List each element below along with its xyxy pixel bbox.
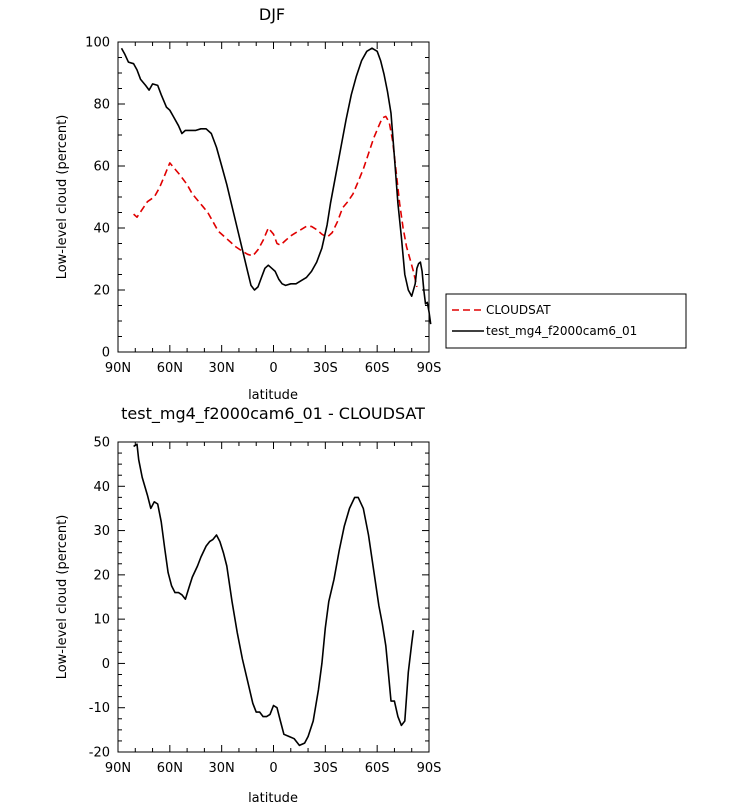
x-tick-label: 60N: [157, 361, 183, 376]
series-layer: [133, 443, 415, 747]
x-tick-label: 60S: [365, 761, 390, 776]
y-tick-label: 50: [93, 436, 110, 451]
y-tick-label: 30: [93, 524, 110, 539]
plot-frame: [117, 41, 430, 353]
series-line-test-mg4-f2000cam6-01: [120, 47, 432, 325]
y-tick-label: 20: [93, 568, 110, 583]
axis-ticks: 90N 60N 30N 0 30S 60S 90S -20 -10 0 10 20 30 40 50: [89, 436, 442, 777]
x-tick-label: 90N: [105, 761, 131, 776]
x-tick-label: 30N: [209, 361, 235, 376]
djf-chart: DJF 90N 60N 30N 0 30S 60S 90S 0 20 40 60 80 100 lati…: [55, 5, 687, 403]
series-line-0: [133, 443, 415, 747]
legend-label-cloudsat: CLOUDSAT: [486, 303, 551, 317]
y-tick-label: 40: [93, 480, 110, 495]
y-tick-label: 0: [102, 657, 110, 672]
y-tick-label: 0: [102, 346, 110, 361]
x-tick-label: 0: [269, 761, 277, 776]
y-tick-label: 60: [93, 160, 110, 175]
x-tick-label: 60S: [365, 361, 390, 376]
y-tick-label: 100: [85, 36, 110, 51]
difference-chart: test_mg4_f2000cam6_01 - CLOUDSAT 90N 60N 3…: [55, 404, 441, 806]
x-axis-label: latitude: [248, 791, 298, 806]
y-tick-label: -20: [89, 746, 110, 761]
x-tick-label: 90S: [417, 761, 442, 776]
x-tick-label: 90S: [417, 361, 442, 376]
legend-box: [445, 293, 687, 349]
x-tick-label: 0: [269, 361, 277, 376]
series-layer: [120, 47, 432, 325]
y-tick-label: 40: [93, 222, 110, 237]
y-tick-label: 20: [93, 284, 110, 299]
axis-ticks: 90N 60N 30N 0 30S 60S 90S 0 20 40 60 80 100: [85, 36, 441, 377]
x-tick-label: 30S: [313, 361, 338, 376]
series-line-cloudsat: [133, 115, 418, 288]
y-tick-label: 80: [93, 98, 110, 113]
y-tick-label: -10: [89, 701, 110, 716]
chart-title: test_mg4_f2000cam6_01 - CLOUDSAT: [121, 404, 425, 424]
x-tick-label: 30S: [313, 761, 338, 776]
legend-label-model: test_mg4_f2000cam6_01: [486, 324, 637, 338]
x-axis-label: latitude: [248, 388, 298, 403]
x-tick-label: 60N: [157, 761, 183, 776]
y-axis-label: Low-level cloud (percent): [55, 515, 70, 680]
legend: CLOUDSAT test_mg4_f2000cam6_01: [445, 293, 687, 349]
y-axis-label: Low-level cloud (percent): [55, 115, 70, 280]
x-tick-label: 90N: [105, 361, 131, 376]
chart-title: DJF: [259, 5, 285, 24]
y-tick-label: 10: [93, 613, 110, 628]
x-tick-label: 30N: [209, 761, 235, 776]
